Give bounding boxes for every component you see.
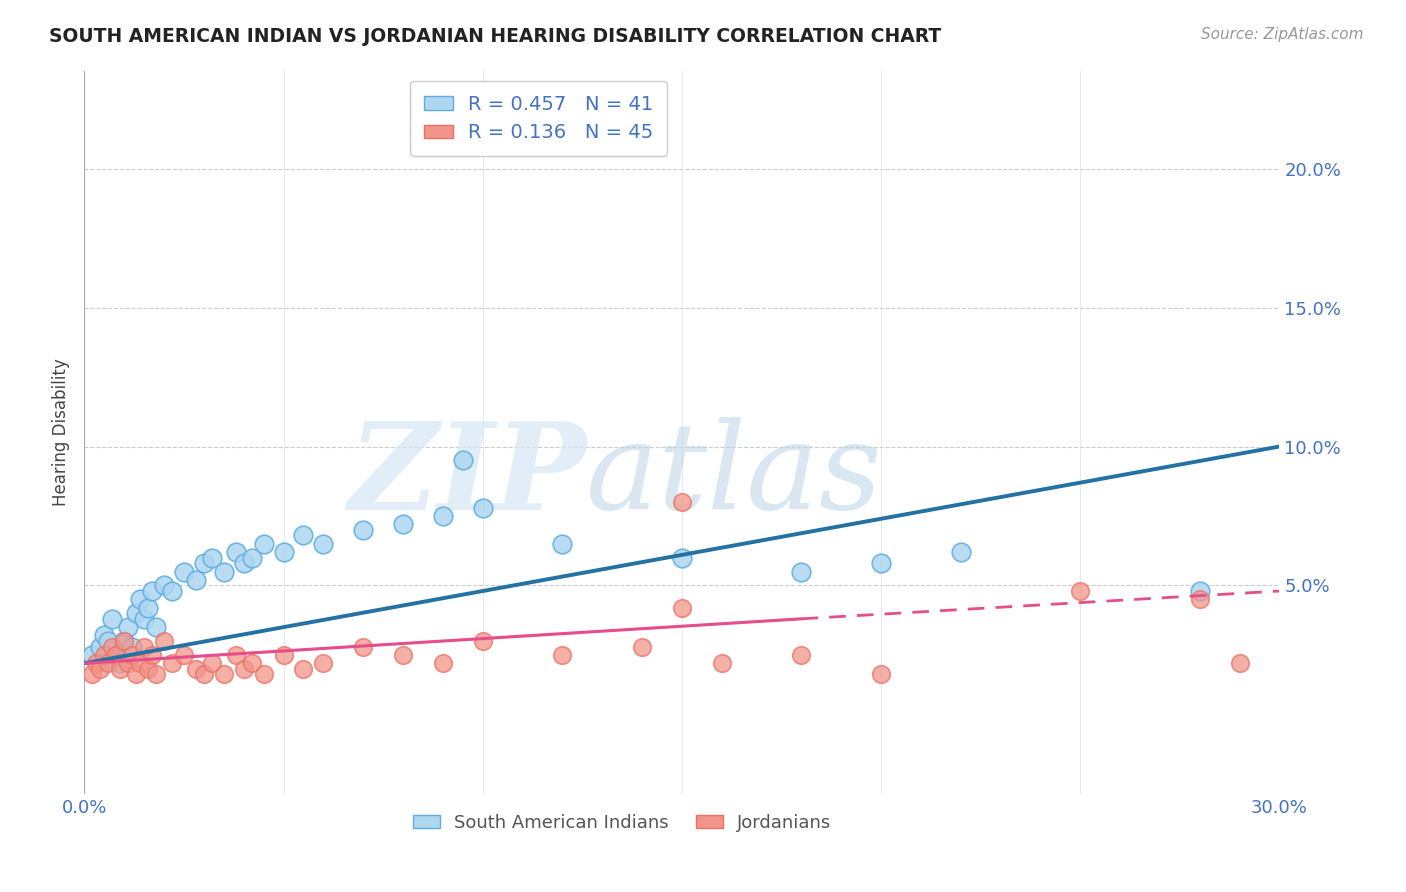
Point [273, 648, 295, 662]
Point [101, 640, 124, 654]
Point [145, 667, 167, 681]
Point [97, 657, 120, 671]
Point [392, 648, 415, 662]
Point [1069, 584, 1091, 599]
Point [121, 648, 143, 662]
Point [790, 648, 813, 662]
Point [1188, 592, 1211, 607]
Point [471, 634, 494, 648]
Point [82, 667, 104, 681]
Point [451, 453, 474, 467]
Point [110, 662, 132, 676]
Text: Source: ZipAtlas.com: Source: ZipAtlas.com [1201, 27, 1364, 42]
Point [97, 634, 120, 648]
Point [125, 607, 148, 621]
Point [392, 517, 415, 532]
Point [551, 648, 574, 662]
Point [790, 565, 813, 579]
Point [312, 657, 335, 671]
Point [117, 620, 139, 634]
Point [153, 578, 176, 592]
Point [949, 545, 972, 559]
Text: ZIP: ZIP [349, 417, 586, 535]
Point [105, 648, 128, 662]
Point [129, 592, 152, 607]
Point [110, 657, 132, 671]
Point [471, 500, 494, 515]
Point [112, 634, 135, 648]
Point [112, 634, 135, 648]
Y-axis label: Hearing Disability: Hearing Disability [52, 359, 70, 507]
Point [232, 556, 254, 570]
Point [1188, 584, 1211, 599]
Point [125, 667, 148, 681]
Point [671, 550, 693, 565]
Point [141, 648, 163, 662]
Point [273, 545, 295, 559]
Point [93, 648, 115, 662]
Point [132, 640, 156, 654]
Point [225, 545, 247, 559]
Point [240, 550, 263, 565]
Point [240, 657, 263, 671]
Point [232, 662, 254, 676]
Point [132, 612, 156, 626]
Text: SOUTH AMERICAN INDIAN VS JORDANIAN HEARING DISABILITY CORRELATION CHART: SOUTH AMERICAN INDIAN VS JORDANIAN HEARI… [49, 27, 942, 45]
Point [105, 648, 128, 662]
Point [212, 565, 235, 579]
Point [136, 600, 159, 615]
Point [225, 648, 247, 662]
Point [432, 657, 454, 671]
Point [253, 667, 276, 681]
Point [141, 584, 163, 599]
Point [173, 565, 195, 579]
Text: atlas: atlas [586, 417, 883, 534]
Point [201, 657, 224, 671]
Point [212, 667, 235, 681]
Point [352, 640, 374, 654]
Point [173, 648, 195, 662]
Point [117, 657, 139, 671]
Point [631, 640, 654, 654]
Point [101, 612, 124, 626]
Point [160, 657, 183, 671]
Point [671, 600, 693, 615]
Point [160, 584, 183, 599]
Point [136, 662, 159, 676]
Point [253, 537, 276, 551]
Point [201, 550, 224, 565]
Point [86, 657, 108, 671]
Point [184, 573, 207, 587]
Point [184, 662, 207, 676]
Point [153, 634, 176, 648]
Point [121, 640, 143, 654]
Point [89, 640, 111, 654]
Point [432, 508, 454, 523]
Point [352, 523, 374, 537]
Point [129, 657, 152, 671]
Point [292, 662, 315, 676]
Point [870, 667, 893, 681]
Point [193, 556, 215, 570]
Legend: South American Indians, Jordanians: South American Indians, Jordanians [405, 806, 839, 839]
Point [145, 620, 167, 634]
Point [292, 528, 315, 542]
Point [870, 556, 893, 570]
Point [82, 648, 104, 662]
Point [93, 628, 115, 642]
Point [551, 537, 574, 551]
Point [193, 667, 215, 681]
Point [89, 662, 111, 676]
Point [312, 537, 335, 551]
Point [710, 657, 733, 671]
Point [1229, 657, 1251, 671]
Point [671, 495, 693, 509]
